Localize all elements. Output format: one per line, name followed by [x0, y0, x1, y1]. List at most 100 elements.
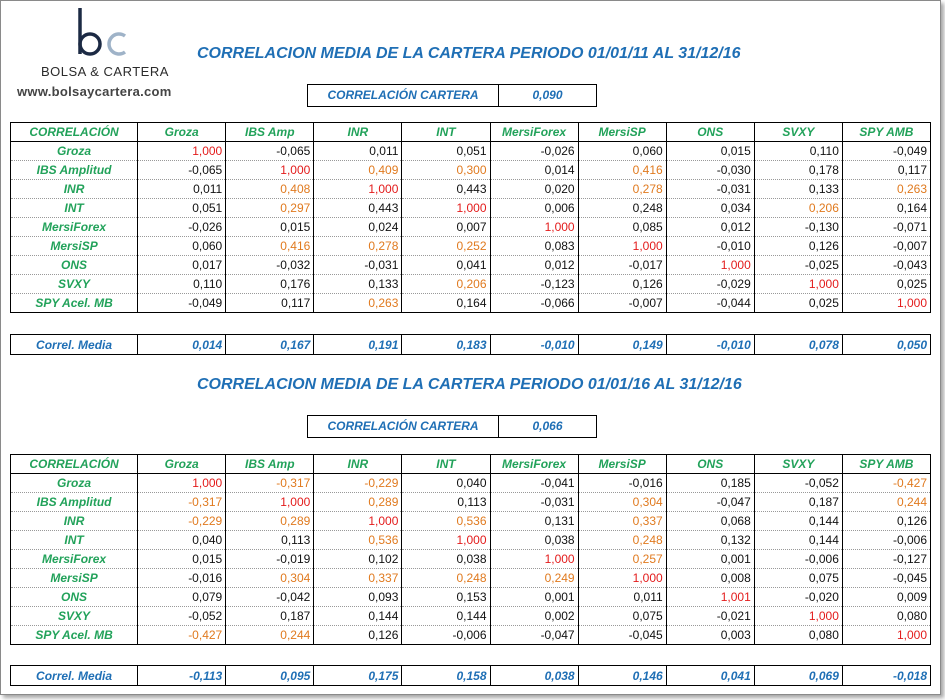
correlation-cell: 0,126 [754, 236, 843, 256]
column-header: MersiSP [578, 454, 667, 474]
correlation-cell: -0,045 [842, 568, 932, 588]
correlation-cell: 0,093 [313, 587, 403, 607]
correlation-cell: 0,178 [754, 160, 843, 180]
correlation-cell: 0,416 [578, 160, 667, 180]
correlation-cell: 0,113 [401, 492, 491, 512]
media-value: 0,167 [225, 334, 315, 355]
correlation-cell: -0,049 [842, 141, 932, 161]
row-label: SVXY [9, 606, 139, 626]
correlation-cell: 0,110 [137, 274, 227, 294]
correlation-cell: 0,144 [754, 511, 843, 531]
correlation-cell: -0,006 [842, 530, 932, 550]
correlation-cell: 0,085 [578, 217, 667, 237]
correlation-cell: 0,017 [137, 255, 227, 275]
row-label: MersiForex [9, 217, 139, 237]
correlation-cell: 0,263 [842, 179, 932, 199]
media-value: 0,038 [489, 665, 579, 686]
section-title-1: CORRELACION MEDIA DE LA CARTERA PERIODO … [197, 45, 741, 62]
correlation-cell: 1,000 [842, 625, 932, 645]
correlation-cell: 0,257 [578, 549, 667, 569]
column-header: MersiForex [490, 454, 579, 474]
correlation-cell: -0,052 [137, 606, 227, 626]
media-label: Correl. Media [9, 334, 139, 355]
correlation-cell: -0,041 [490, 473, 579, 493]
correlation-cell: 0,002 [490, 606, 579, 626]
correlation-cell: 0,001 [666, 549, 755, 569]
correlation-cell: 0,337 [578, 511, 667, 531]
correlation-cell: 0,060 [578, 141, 667, 161]
correlation-cell: 0,206 [401, 274, 491, 294]
correlation-cell: 0,337 [313, 568, 403, 588]
correlation-cell: -0,427 [137, 625, 227, 645]
brand-name: BOLSA & CARTERA [41, 64, 169, 79]
column-header: SVXY [754, 122, 843, 142]
correlation-cell: 0,164 [401, 293, 491, 313]
correlation-cell: -0,007 [842, 236, 932, 256]
correlation-cell: 0,304 [225, 568, 315, 588]
correlation-cell: 0,075 [754, 568, 843, 588]
correlation-cell: -0,031 [666, 179, 755, 199]
media-value: 0,014 [137, 334, 227, 355]
correlation-cell: 1,000 [313, 511, 403, 531]
correl-media-row-2: Correl. Media -0,113 0,095 0,175 0,158 0,038 0… [9, 665, 932, 686]
correlation-cell: 0,011 [313, 141, 403, 161]
column-header: IBS Amp [225, 122, 315, 142]
correlation-cell: 0,080 [754, 625, 843, 645]
correlation-cell: 0,110 [754, 141, 843, 161]
correlation-cell: 0,187 [225, 606, 315, 626]
correlation-cell: -0,052 [754, 473, 843, 493]
correlation-cell: 0,015 [666, 141, 755, 161]
correlation-cell: 0,408 [225, 179, 315, 199]
table-row: MersiSP -0,016 0,304 0,337 0,248 0,249 1,000 0,… [9, 568, 932, 588]
correlation-cell: -0,044 [666, 293, 755, 313]
correlation-cell: 0,133 [754, 179, 843, 199]
correlation-cell: 0,102 [313, 549, 403, 569]
row-label: INR [9, 179, 139, 199]
column-header: SPY AMB [842, 122, 932, 142]
media-value: 0,050 [841, 334, 932, 355]
correlation-cell: 1,000 [578, 568, 667, 588]
media-row: Correl. Media 0,014 0,167 0,191 0,183 -0,010 0… [9, 334, 932, 355]
correlation-cell: 0,015 [137, 549, 227, 569]
correlation-cell: 1,000 [666, 255, 755, 275]
correlation-cell: 0,126 [578, 274, 667, 294]
table-row: Groza 1,000 -0,065 0,011 0,051 -0,026 0,060 0,0… [9, 141, 932, 161]
table-row: MersiSP 0,060 0,416 0,278 0,252 0,083 1,000 -0,… [9, 236, 932, 256]
correlation-cell: 0,248 [578, 198, 667, 218]
correlation-cell: -0,016 [137, 568, 227, 588]
correlation-cell: 0,117 [225, 293, 315, 313]
column-header: ONS [666, 454, 755, 474]
correlation-cell: 0,249 [490, 568, 579, 588]
correlation-cell: 0,012 [666, 217, 755, 237]
correlation-cell: -0,026 [490, 141, 579, 161]
correlation-cell: -0,019 [225, 549, 315, 569]
column-header: SPY AMB [842, 454, 932, 474]
correlation-cell: -0,025 [754, 255, 843, 275]
table-row: MersiForex 0,015 -0,019 0,102 0,038 1,000 0,25… [9, 549, 932, 569]
correlation-cell: -0,030 [666, 160, 755, 180]
correlation-cell: -0,065 [225, 141, 315, 161]
correlation-cell: 0,060 [137, 236, 227, 256]
correlation-cell: 0,011 [578, 587, 667, 607]
row-label: MersiSP [9, 568, 139, 588]
correlation-cell: 0,248 [401, 568, 491, 588]
correlation-cell: 1,000 [137, 473, 227, 493]
column-header: Groza [137, 454, 227, 474]
correlation-matrix-2: CORRELACIÓN Groza IBS Amp INR INT MersiForex M… [9, 454, 932, 645]
media-value: 0,149 [577, 334, 667, 355]
correlation-cell: 0,144 [754, 530, 843, 550]
correlation-cell: 0,409 [313, 160, 403, 180]
correlation-cell: 1,000 [842, 293, 932, 313]
correlation-cell: 0,187 [754, 492, 843, 512]
correlation-cell: 0,289 [225, 511, 315, 531]
correlation-cell: 0,051 [401, 141, 491, 161]
correlation-cell: 0,536 [401, 511, 491, 531]
correlation-cell: 0,020 [490, 179, 579, 199]
column-header: INR [313, 454, 403, 474]
correlation-cell: 0,133 [313, 274, 403, 294]
correlation-cell: 1,001 [666, 587, 755, 607]
correl-media-row-1: Correl. Media 0,014 0,167 0,191 0,183 -0,010 0… [9, 334, 932, 355]
correlation-cell: -0,031 [313, 255, 403, 275]
correlation-cell: -0,021 [666, 606, 755, 626]
